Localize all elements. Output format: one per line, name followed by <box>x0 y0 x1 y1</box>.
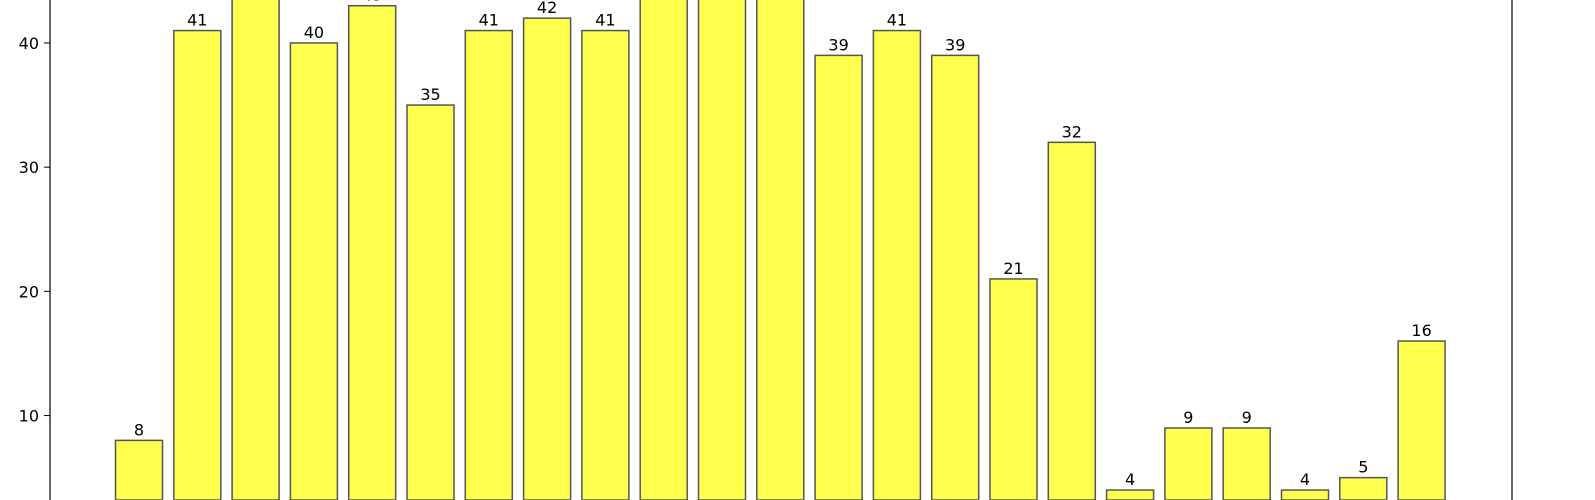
bar <box>872 29 922 500</box>
value-label: 43 <box>362 0 382 5</box>
value-label: 4 <box>1300 470 1310 489</box>
y-tick-label: 20 <box>19 282 39 301</box>
bar <box>1222 427 1271 500</box>
bar <box>1047 141 1097 500</box>
value-label: 41 <box>479 11 499 30</box>
bar <box>347 4 397 500</box>
value-label: 39 <box>828 35 848 54</box>
bar <box>289 42 339 500</box>
value-label: 41 <box>187 11 207 30</box>
bar <box>522 17 572 500</box>
bar <box>1164 427 1213 500</box>
y-tick-label: 40 <box>19 34 39 53</box>
bar <box>1105 489 1155 500</box>
value-label: 41 <box>887 11 907 30</box>
bar <box>231 0 280 500</box>
value-label: 41 <box>595 11 615 30</box>
bar <box>1280 489 1330 500</box>
value-label: 42 <box>537 0 557 17</box>
bar <box>639 0 688 500</box>
bar <box>814 54 863 500</box>
y-tick-label: 10 <box>19 407 39 426</box>
value-label: 9 <box>1183 408 1193 427</box>
bar <box>114 439 164 500</box>
value-label: 35 <box>420 85 440 104</box>
value-label: 9 <box>1242 408 1252 427</box>
y-tick-label: 30 <box>19 158 39 177</box>
bar <box>1339 476 1388 500</box>
value-label: 8 <box>134 420 144 439</box>
bar <box>930 54 980 500</box>
value-label: 39 <box>945 35 965 54</box>
bar <box>989 278 1038 500</box>
bar <box>406 104 455 500</box>
bar <box>173 29 222 500</box>
bar <box>464 29 514 500</box>
bar <box>581 29 630 500</box>
value-label: 16 <box>1411 321 1431 340</box>
value-label: 21 <box>1003 259 1023 278</box>
value-label: 4 <box>1125 470 1135 489</box>
value-label: 40 <box>304 23 324 42</box>
bar <box>1397 340 1446 500</box>
bar <box>756 0 805 500</box>
value-label: 32 <box>1062 122 1082 141</box>
bar <box>697 0 747 500</box>
value-label: 5 <box>1358 458 1368 477</box>
